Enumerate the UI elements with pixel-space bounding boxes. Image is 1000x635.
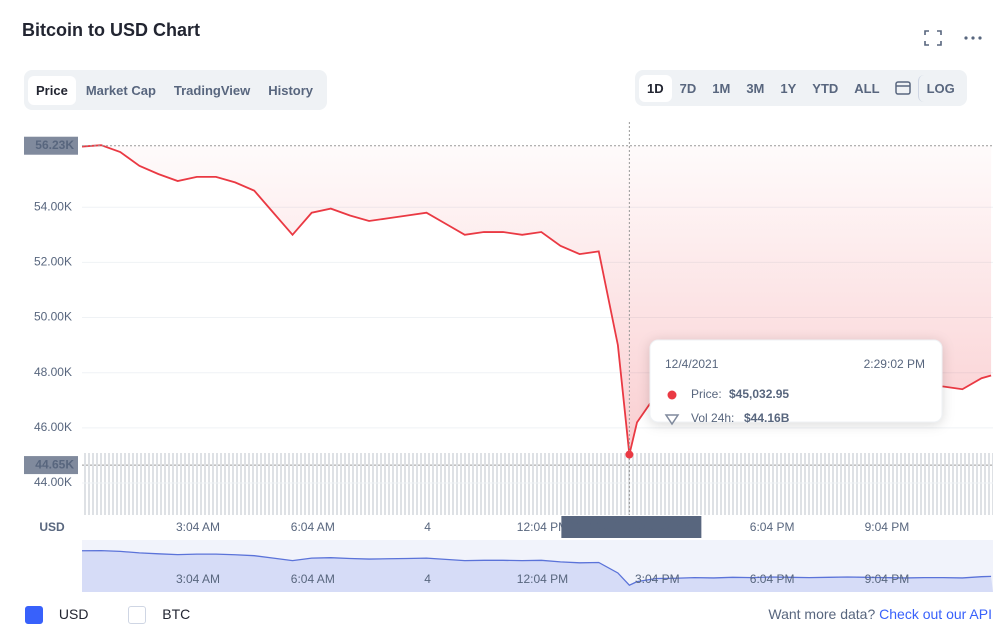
x-tick-label: 9:04 PM bbox=[865, 520, 910, 534]
tooltip-volume-icon bbox=[664, 414, 680, 426]
checkbox[interactable] bbox=[128, 606, 147, 625]
tooltip-volume: $44.16B bbox=[744, 411, 790, 425]
prompt-text: Want more data? bbox=[768, 606, 876, 622]
tab[interactable]: History bbox=[268, 82, 314, 98]
x-tick-label: 12:04 PM bbox=[517, 520, 568, 534]
range[interactable]: 1D bbox=[639, 74, 672, 102]
tab[interactable]: Price bbox=[28, 75, 76, 105]
range-selector: 1D 7D 1M 3M 1Y YTD ALL LOG bbox=[635, 70, 967, 106]
y-tick-label: 46.00K bbox=[34, 420, 72, 434]
navigator-tick-label: 9:04 PM bbox=[865, 572, 910, 586]
reference-label: 44.65K bbox=[35, 457, 74, 471]
volume-bars bbox=[82, 453, 993, 515]
toolbar-icons bbox=[924, 30, 982, 46]
navigator-area bbox=[82, 550, 993, 592]
x-tick-label: 4 bbox=[424, 520, 431, 534]
tooltip-time: 2:29:02 PM bbox=[864, 357, 925, 371]
tooltip-price: $45,032.95 bbox=[729, 387, 789, 401]
range[interactable]: YTD bbox=[812, 80, 839, 96]
tooltip-swatch bbox=[667, 390, 677, 400]
api-prompt: Want more data? Check out our API bbox=[768, 606, 992, 622]
y-tick-label: 48.00K bbox=[34, 365, 72, 379]
y-tick-label: 52.00K bbox=[34, 255, 72, 269]
navigator-tick-label: 12:04 PM bbox=[517, 572, 568, 586]
range[interactable]: LOG bbox=[917, 74, 963, 102]
navigator-tick-label: 6:04 PM bbox=[750, 572, 795, 586]
range[interactable]: 1M bbox=[712, 80, 731, 96]
currency[interactable]: USD bbox=[58, 606, 89, 622]
navigator-tick-label: 4 bbox=[424, 572, 431, 586]
currency[interactable]: BTC bbox=[162, 606, 191, 622]
reference-label-bg bbox=[24, 456, 78, 475]
range[interactable]: 7D bbox=[679, 80, 697, 96]
chart-tabs: Price Market Cap TradingView History bbox=[24, 70, 328, 110]
currency-toggle: USD BTC bbox=[25, 606, 191, 625]
navigator-tick-label: 3:04 AM bbox=[176, 572, 220, 586]
reference-label: 56.23K bbox=[35, 138, 74, 152]
range[interactable]: 3M bbox=[746, 80, 765, 96]
navigator-tick-label: 3:04 PM bbox=[635, 572, 680, 586]
x-tick-label: 6:04 AM bbox=[291, 520, 335, 534]
tooltip-bg bbox=[649, 339, 943, 423]
tab[interactable]: TradingView bbox=[173, 82, 251, 98]
tab[interactable]: Market Cap bbox=[85, 82, 156, 98]
range[interactable]: ALL bbox=[854, 80, 880, 96]
y-tick-label: 44.00K bbox=[34, 475, 72, 489]
x-tick-label: 6:04 PM bbox=[750, 520, 795, 534]
crosshair-label-bg bbox=[561, 516, 702, 538]
range[interactable]: 1Y bbox=[780, 80, 797, 96]
tooltip: 12/4/2021 2:29:02 PM Price: $45,032.95 Vol 2… bbox=[649, 339, 943, 426]
crosshair-label: 12/4/2021, 2:29:02 PM bbox=[570, 519, 693, 533]
navigator-tick-label: 6:04 AM bbox=[291, 572, 335, 586]
tooltip-volume-label: Vol 24h: bbox=[691, 411, 734, 425]
hover-point bbox=[625, 450, 634, 459]
checkbox[interactable] bbox=[25, 606, 43, 625]
api-link[interactable]: Check out our API bbox=[879, 606, 992, 622]
y-tick-label: 54.00K bbox=[34, 199, 72, 213]
chart: 44.00K 46.00K 48.00K 50.00K 52.00K 54.00K USD 5… bbox=[24, 122, 993, 592]
x-tick-label: 3:04 AM bbox=[176, 520, 220, 534]
calendar-icon[interactable] bbox=[888, 78, 918, 98]
tooltip-price-label: Price: bbox=[691, 387, 722, 401]
reference-label-bg bbox=[24, 136, 78, 155]
y-tick-label: 50.00K bbox=[34, 310, 72, 324]
navigator-line bbox=[81, 549, 992, 587]
page-title: Bitcoin to USD Chart bbox=[22, 20, 200, 40]
y-axis-label: USD bbox=[39, 520, 65, 534]
tooltip-date: 12/4/2021 bbox=[665, 357, 719, 371]
